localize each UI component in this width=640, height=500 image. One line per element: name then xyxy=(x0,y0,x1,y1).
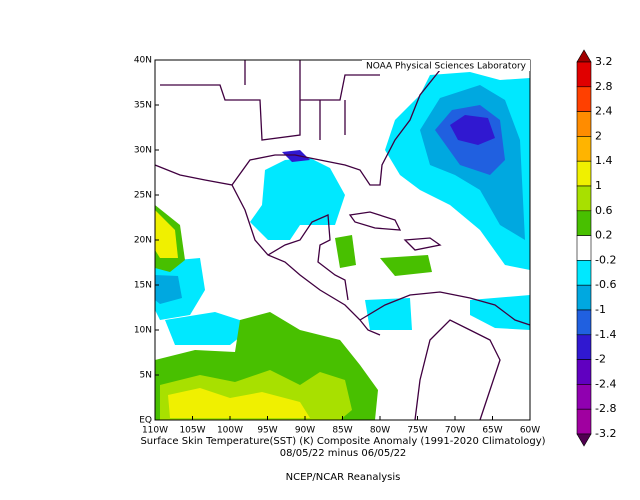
cool-patch xyxy=(250,158,345,240)
warm-patch xyxy=(155,210,178,258)
coastlines xyxy=(154,60,531,421)
x-tick-label: 85W xyxy=(332,426,352,436)
colorbar-label: -1 xyxy=(595,303,606,316)
y-tick-label: 5N xyxy=(140,371,152,381)
x-tick-label: 90W xyxy=(295,426,315,436)
colorbar-label: 1 xyxy=(595,179,602,192)
x-tick-label: 65W xyxy=(482,426,502,436)
warm-patch xyxy=(168,388,310,418)
colorbar-segment xyxy=(576,185,592,212)
colorbar-label: -3.2 xyxy=(595,427,616,440)
coastline xyxy=(359,291,531,421)
warm-patch xyxy=(335,235,356,268)
credit: NOAA Physical Sciences Laboratory xyxy=(366,62,527,72)
y-tick-label: 35N xyxy=(134,101,152,111)
y-tick-label: EQ xyxy=(139,416,152,426)
x-tick-label: 110W xyxy=(142,426,168,436)
x-tick-label: 60W xyxy=(520,426,540,436)
colorbar-segment xyxy=(576,359,592,385)
x-tick-label: 80W xyxy=(370,426,390,436)
colorbar-segment xyxy=(576,260,592,286)
axes: 110W 105W 100W 95W 90W 85W 80W 75W 70W 65W 60W EQ 5N… xyxy=(134,56,540,436)
colorbar-segment xyxy=(576,309,592,336)
colorbar-segment xyxy=(576,61,592,88)
y-tick-label: 25N xyxy=(134,191,152,201)
cool-patch xyxy=(282,150,310,162)
cool-patch xyxy=(155,275,182,304)
colorbar-label: -1.4 xyxy=(595,328,616,341)
colorbar-arrow xyxy=(576,433,592,447)
colorbar-segment xyxy=(576,284,592,311)
caption: Surface Skin Temperature(SST) (K) Compos… xyxy=(140,436,545,447)
x-tick-label: 75W xyxy=(407,426,427,436)
y-tick-label: 15N xyxy=(134,281,152,291)
colorbar-segment xyxy=(576,136,592,162)
colorbar-segment xyxy=(576,86,592,112)
colorbar-segment xyxy=(576,235,592,261)
y-tick-label: 40N xyxy=(134,56,152,66)
warm-patch xyxy=(380,255,432,276)
colorbar-segment xyxy=(576,384,592,410)
credit-box xyxy=(362,60,530,71)
colorbar-segment xyxy=(576,408,592,435)
colorbar-label: 0.6 xyxy=(595,204,613,217)
colorbar-label: -2.4 xyxy=(595,377,616,390)
coastline xyxy=(267,214,349,301)
x-tick-label: 100W xyxy=(217,426,243,436)
caption: NCEP/NCAR Reanalysis xyxy=(286,472,401,483)
x-tick-label: 95W xyxy=(257,426,277,436)
colorbar-label: 1.4 xyxy=(595,154,613,167)
colorbar-segment xyxy=(576,111,592,137)
cool-patch xyxy=(365,298,412,330)
anomaly-field xyxy=(155,72,530,420)
coastline xyxy=(348,211,402,231)
colorbar-segment xyxy=(576,210,592,236)
cool-patch xyxy=(470,295,530,330)
border xyxy=(160,60,380,141)
colorbar: 3.2 2.8 2.4 2 1.4 1 0.6 0.2 -0.2 -0.6 -1 -1.4 -2 -2.4… xyxy=(576,49,616,447)
coastline xyxy=(154,164,381,336)
coastline xyxy=(403,237,442,251)
colorbar-label: -0.2 xyxy=(595,253,616,266)
y-tick-label: 30N xyxy=(134,146,152,156)
x-tick-label: 105W xyxy=(179,426,205,436)
colorbar-label: 0.2 xyxy=(595,229,613,242)
colorbar-label: 2.4 xyxy=(595,105,613,118)
colorbar-segment xyxy=(576,334,592,360)
colorbar-label: -0.6 xyxy=(595,278,616,291)
colorbar-label: -2.8 xyxy=(595,402,616,415)
caption: 08/05/22 minus 06/05/22 xyxy=(280,448,407,459)
colorbar-label: 3.2 xyxy=(595,55,613,68)
y-tick-label: 20N xyxy=(134,236,152,246)
x-tick-label: 70W xyxy=(445,426,465,436)
colorbar-label: 2.8 xyxy=(595,80,613,93)
cool-patch xyxy=(450,115,495,145)
coastline xyxy=(231,61,456,186)
colorbar-label: -2 xyxy=(595,353,606,366)
y-tick-label: 10N xyxy=(134,326,152,336)
cool-patch xyxy=(165,312,255,345)
colorbar-label: 2 xyxy=(595,129,602,142)
colorbar-segment xyxy=(576,160,592,187)
